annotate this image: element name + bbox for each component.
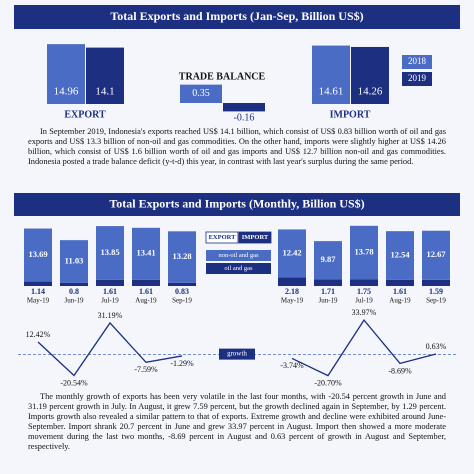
bar [180,84,222,103]
value-label: -8.69% [388,366,412,375]
bar [351,46,389,104]
value-label: 1.75 [357,287,371,296]
value-label: -20.70% [314,378,342,387]
value-label: 12.54 [390,249,410,259]
x-tick-label: May-19 [281,297,304,305]
bar-segment [350,279,378,286]
value-label: 14.1 [95,86,114,98]
legend-label: 2018 [408,56,427,66]
growth-line [37,321,183,377]
value-label: 1.61 [393,287,407,296]
panel-label: EXPORT [209,234,237,241]
value-label: -7.59% [134,365,158,374]
bar [312,45,350,104]
value-label: 11.03 [65,255,84,265]
bar [47,44,85,104]
bar-segment [422,230,450,280]
panel-tag [238,231,272,244]
legend-tag [219,348,255,360]
growth-line [291,319,437,377]
value-label: 1.59 [429,287,443,296]
x-tick-label: Sep-19 [426,297,446,305]
value-label: -20.54% [60,378,88,387]
bar-segment [24,281,52,286]
x-tick-label: Sep-19 [172,297,192,305]
bar-segment [168,282,196,286]
value-label: 1.71 [321,287,335,296]
value-label: 31.19% [98,311,123,320]
bar-segment [60,282,88,286]
value-label: 14.96 [54,86,79,98]
x-tick-label: Jul-19 [355,297,373,305]
value-label: 12.42% [26,330,51,339]
bar-segment [386,231,414,280]
bar-segment [96,279,124,286]
x-tick-label: Jun-19 [64,297,84,305]
banner-title: Total Exports and Imports (Monthly, Bill… [109,196,364,210]
bar-segment [314,279,342,286]
value-label: 13.28 [172,251,191,261]
bar-segment [278,277,306,286]
legend-label: growth [227,350,247,358]
bar [223,103,265,112]
bar-segment [278,229,306,278]
paragraph: The monthly growth of exports has been v… [28,392,446,451]
bar-segment [422,279,450,286]
value-label: 1.61 [103,287,117,296]
bar-segment [132,279,160,286]
panel-tag [205,231,239,244]
value-label: -3.74% [280,361,304,370]
bar-segment [386,279,414,286]
bar [86,47,124,104]
category-label: IMPORT [330,109,371,120]
bar-segment [132,227,160,280]
value-label: 0.83 [175,287,189,296]
value-label: 12.67 [426,249,446,259]
value-label: 13.69 [28,249,47,259]
panel-label: IMPORT [242,234,269,241]
legend-label: oil and gas [224,265,253,272]
value-label: 0.63% [426,342,447,351]
value-label: 2.18 [285,287,299,296]
bar-segment [314,241,342,280]
x-tick-label: Aug-19 [389,297,411,305]
bar-segment [350,225,378,280]
chart-title: TRADE BALANCE [179,71,266,82]
value-label: -0.16 [234,113,255,124]
bar-segment [96,226,124,280]
value-label: 13.85 [100,247,119,257]
legend-label: non-oil and gas [218,252,259,259]
x-tick-label: May-19 [27,297,50,305]
value-label: 0.8 [69,287,79,296]
value-label: 1.14 [31,287,45,296]
x-tick-label: Aug-19 [135,297,157,305]
legend-swatch [206,263,271,274]
value-label: 33.97% [352,308,377,317]
value-label: 13.78 [354,246,373,256]
value-label: 14.26 [358,86,383,98]
legend-label: 2019 [408,73,427,83]
value-label: 1.61 [139,287,153,296]
value-label: -1.29% [170,359,194,368]
legend-swatch [206,250,271,261]
x-tick-label: Jun-19 [318,297,338,305]
value-label: 13.41 [136,248,155,258]
bar-segment [168,231,196,283]
banner [14,5,460,29]
x-tick-label: Jul-19 [101,297,119,305]
value-label: 12.42 [282,247,301,257]
value-label: 9.87 [321,254,337,264]
bar-segment [24,228,52,282]
banner-title: Total Exports and Imports (Jan-Sep, Bill… [110,9,363,23]
value-label: 14.61 [319,86,344,98]
legend-swatch [402,72,432,86]
value-label: 0.35 [192,88,210,99]
bar-segment [60,240,88,283]
banner [14,193,460,216]
legend-swatch [402,55,432,69]
paragraph: In September 2019, Indonesia's exports r… [28,127,446,166]
category-label: EXPORT [64,109,106,120]
